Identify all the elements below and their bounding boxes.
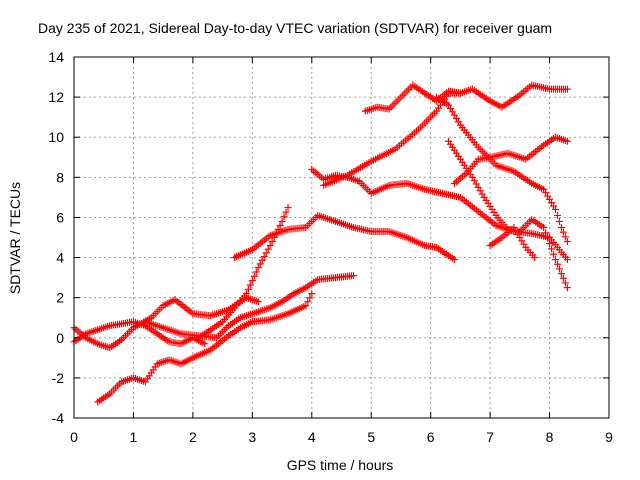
data-point — [563, 238, 571, 246]
data-point — [553, 211, 561, 219]
data-point — [260, 253, 268, 261]
data-point — [544, 234, 552, 242]
data-point — [306, 294, 314, 302]
data-point — [555, 217, 563, 225]
data-point — [304, 298, 312, 306]
data-point — [450, 256, 458, 264]
data-point — [555, 265, 563, 273]
data-points — [70, 81, 571, 406]
data-point — [248, 277, 256, 285]
data-point — [540, 223, 548, 231]
data-point — [557, 223, 565, 231]
data-point — [552, 205, 559, 213]
data-point — [272, 229, 280, 237]
x-tick-label: 6 — [427, 429, 435, 445]
data-point — [201, 340, 209, 348]
x-tick-label: 2 — [189, 429, 197, 445]
data-series — [70, 318, 209, 348]
data-point — [563, 137, 571, 145]
y-tick-label: 0 — [56, 330, 64, 346]
data-point — [349, 272, 357, 280]
data-point — [548, 245, 556, 253]
data-series — [433, 93, 571, 246]
x-tick-label: 1 — [130, 429, 138, 445]
data-series — [320, 89, 464, 189]
y-tick-label: 6 — [56, 209, 64, 225]
y-tick-label: 8 — [56, 169, 64, 185]
data-point — [282, 208, 290, 216]
data-point — [561, 233, 569, 241]
data-point — [531, 254, 539, 262]
y-tick-label: -2 — [52, 370, 65, 386]
x-tick-label: 7 — [486, 429, 494, 445]
data-point — [557, 270, 565, 278]
data-point — [242, 290, 250, 298]
data-point — [559, 228, 567, 236]
y-tick-label: 14 — [48, 49, 64, 65]
data-point — [563, 85, 571, 93]
data-point — [252, 268, 260, 276]
data-point — [542, 229, 550, 237]
x-tick-label: 0 — [70, 429, 78, 445]
data-point — [268, 238, 276, 246]
data-point — [552, 256, 559, 264]
y-tick-label: 10 — [48, 129, 64, 145]
x-axis-label: GPS time / hours — [287, 457, 394, 473]
data-series — [486, 223, 539, 262]
data-point — [254, 264, 262, 272]
data-point — [559, 274, 567, 282]
data-point — [563, 284, 571, 292]
data-point — [266, 242, 274, 250]
data-point — [244, 285, 252, 293]
x-tick-label: 5 — [367, 429, 375, 445]
data-point — [553, 260, 561, 268]
data-point — [278, 217, 286, 225]
data-series — [195, 203, 292, 342]
data-point — [254, 298, 262, 306]
x-tick-label: 3 — [248, 429, 256, 445]
y-tick-label: 2 — [56, 290, 64, 306]
data-point — [284, 203, 292, 211]
y-tick-label: -4 — [52, 410, 65, 426]
x-tick-label: 4 — [308, 429, 316, 445]
x-tick-label: 8 — [546, 429, 554, 445]
y-tick-label: 4 — [56, 250, 64, 266]
data-point — [246, 281, 254, 289]
data-point — [280, 213, 288, 221]
data-series — [94, 290, 316, 406]
data-point — [250, 272, 258, 280]
data-point — [563, 256, 571, 264]
chart-title: Day 235 of 2021, Sidereal Day-to-day VTE… — [38, 20, 552, 36]
data-point — [274, 225, 282, 233]
data-series — [141, 272, 357, 342]
data-point — [262, 249, 270, 257]
plot-frame — [73, 56, 610, 419]
data-point — [276, 221, 284, 229]
data-point — [256, 260, 264, 268]
data-point — [546, 240, 554, 248]
y-axis-label: SDTVAR / TECUs — [7, 182, 23, 294]
data-point — [270, 234, 278, 241]
x-tick-label: 9 — [605, 429, 613, 445]
data-point — [550, 250, 558, 258]
y-tick-label: 12 — [48, 89, 64, 105]
data-point — [302, 302, 310, 310]
data-point — [561, 279, 569, 287]
data-point — [264, 245, 272, 253]
data-point — [308, 290, 316, 298]
data-point — [258, 256, 266, 264]
